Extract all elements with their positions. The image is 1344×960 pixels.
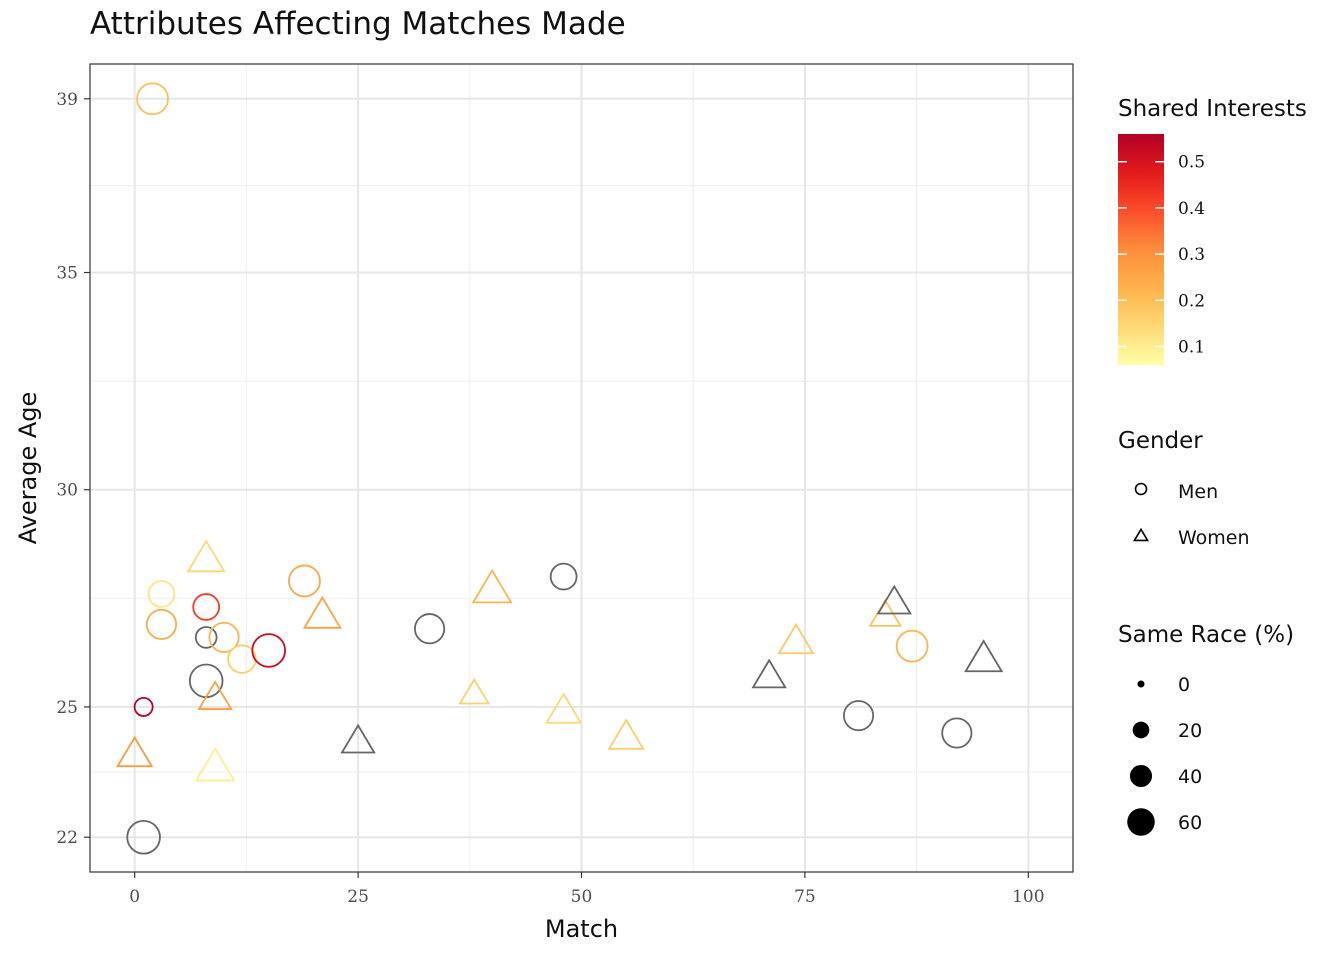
data-point-men bbox=[133, 696, 154, 717]
same-race-legend-title: Same Race (%) bbox=[1118, 622, 1294, 648]
data-point-men bbox=[136, 82, 169, 116]
colorbar-tick-label: 0.1 bbox=[1178, 338, 1205, 358]
y-tick-label: 39 bbox=[56, 90, 78, 110]
data-point-women bbox=[777, 622, 815, 655]
same-race-legend-label: 0 bbox=[1178, 674, 1190, 696]
data-points bbox=[116, 82, 1004, 855]
y-tick-label: 25 bbox=[56, 698, 78, 718]
data-point-women bbox=[607, 718, 645, 750]
legend-size-symbol bbox=[1129, 764, 1153, 788]
data-point-women bbox=[544, 692, 583, 724]
colorbar-ticks: 0.1 0.2 0.3 0.4 0.5 bbox=[1118, 153, 1205, 358]
colorbar-tick-label: 0.4 bbox=[1178, 199, 1205, 219]
data-point-women bbox=[751, 658, 787, 689]
same-race-legend-label: 20 bbox=[1178, 720, 1202, 742]
colorbar-tick-label: 0.2 bbox=[1178, 291, 1205, 311]
same-race-legend-label: 40 bbox=[1178, 766, 1202, 788]
axes: Match Average Age 0 25 50 75 100 22 25 30 35 39 bbox=[14, 90, 1045, 943]
colorbar bbox=[1118, 134, 1164, 365]
gender-legend-items: Men Women bbox=[1132, 481, 1250, 549]
gender-legend-label: Men bbox=[1178, 481, 1218, 503]
data-point-men bbox=[941, 717, 973, 749]
data-point-men bbox=[251, 633, 286, 668]
data-point-women bbox=[471, 568, 513, 604]
legend-size-symbol bbox=[1132, 721, 1150, 739]
data-point-men bbox=[895, 629, 929, 663]
y-tick-label: 35 bbox=[56, 264, 78, 284]
colorbar-tick-label: 0.5 bbox=[1178, 153, 1205, 173]
grid bbox=[90, 64, 1073, 872]
legend: Shared Interests 0.10.20.30.40.5 Gender … bbox=[1118, 96, 1307, 836]
legend-triangle-symbol bbox=[1132, 527, 1150, 542]
data-point-men bbox=[147, 580, 176, 608]
data-point-men bbox=[126, 819, 161, 855]
data-point-women bbox=[197, 680, 233, 710]
x-tick-label: 50 bbox=[571, 887, 593, 907]
data-point-women bbox=[340, 723, 376, 754]
gender-legend-label: Women bbox=[1178, 527, 1250, 549]
same-race-legend-items: 0 20 40 60 bbox=[1127, 674, 1202, 836]
data-point-women bbox=[876, 584, 912, 615]
gender-legend-title: Gender bbox=[1118, 428, 1203, 454]
data-point-men bbox=[194, 626, 218, 649]
x-tick-label: 25 bbox=[347, 887, 369, 907]
y-tick-label: 22 bbox=[56, 828, 78, 848]
legend-size-symbol bbox=[1127, 808, 1155, 836]
data-point-women bbox=[194, 746, 236, 782]
chart-title: Attributes Affecting Matches Made bbox=[90, 6, 626, 42]
legend-size-symbol bbox=[1137, 680, 1145, 688]
data-point-men bbox=[208, 621, 240, 653]
x-tick-label: 0 bbox=[129, 887, 140, 907]
same-race-legend-label: 60 bbox=[1178, 812, 1202, 834]
data-point-men bbox=[188, 663, 224, 699]
data-point-women bbox=[302, 595, 342, 629]
data-point-women bbox=[964, 639, 1004, 673]
x-axis-title: Match bbox=[545, 915, 618, 943]
data-point-men bbox=[145, 608, 178, 640]
legend-circle-symbol bbox=[1134, 482, 1148, 496]
data-point-women bbox=[116, 735, 154, 768]
color-legend-title: Shared Interests bbox=[1118, 96, 1307, 122]
data-point-men bbox=[288, 564, 321, 598]
data-point-men bbox=[549, 562, 578, 591]
data-point-women bbox=[458, 677, 491, 705]
y-axis-title: Average Age bbox=[14, 392, 42, 545]
x-tick-label: 100 bbox=[1012, 887, 1044, 907]
colorbar-tick-label: 0.3 bbox=[1178, 245, 1205, 265]
x-tick-label: 75 bbox=[794, 887, 816, 907]
data-point-men bbox=[842, 700, 875, 732]
data-point-women bbox=[186, 539, 226, 573]
data-point-men bbox=[192, 593, 221, 621]
data-point-men bbox=[414, 613, 446, 645]
y-tick-label: 30 bbox=[56, 481, 78, 501]
